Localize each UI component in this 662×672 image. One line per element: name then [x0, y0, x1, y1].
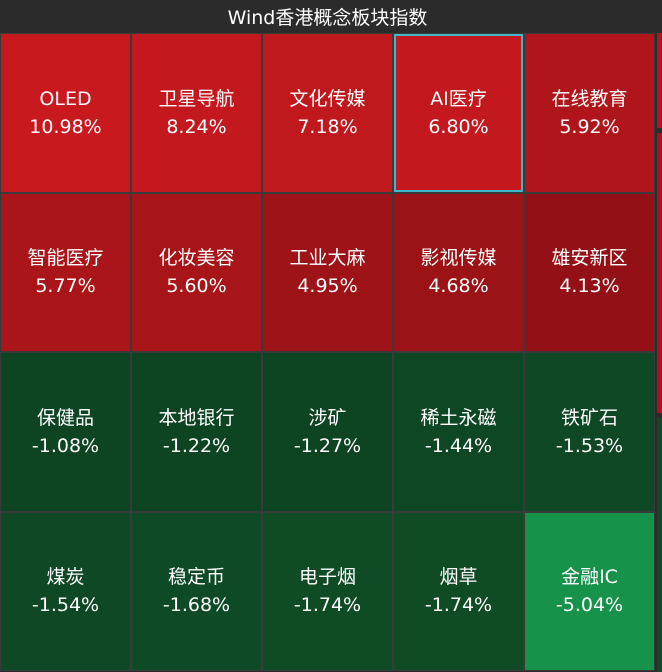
sector-name: AI医疗 — [430, 87, 487, 110]
sector-name: 化妆美容 — [158, 247, 235, 270]
sector-change: -1.44% — [424, 434, 493, 457]
sector-tile[interactable]: 工业大麻 4.95% — [263, 193, 392, 351]
sector-change: 4.13% — [559, 275, 620, 298]
sector-name: 工业大麻 — [289, 247, 366, 270]
sector-name: OLED — [39, 87, 92, 110]
sector-change: -1.53% — [555, 434, 624, 457]
sector-change: -1.74% — [293, 594, 362, 617]
panel-title: Wind香港概念板块指数 — [0, 0, 655, 33]
sector-tile[interactable]: 智能医疗 5.77% — [1, 193, 130, 351]
sector-name: 金融IC — [561, 566, 618, 589]
sector-name: 影视传媒 — [420, 247, 497, 270]
sector-tile[interactable]: 铁矿石 -1.53% — [525, 353, 654, 511]
sector-change: -1.68% — [162, 594, 231, 617]
sector-change: -1.27% — [293, 434, 362, 457]
sector-tile[interactable]: 卫星导航 8.24% — [132, 34, 261, 192]
sector-change: 6.80% — [428, 115, 489, 138]
sector-name: 烟草 — [439, 566, 478, 589]
sector-name: 电子烟 — [298, 566, 356, 589]
sector-change: 7.18% — [297, 115, 358, 138]
sector-change: -1.22% — [162, 434, 231, 457]
sector-change: 4.68% — [428, 275, 489, 298]
sector-name: 煤炭 — [46, 566, 85, 589]
sector-tile[interactable]: 在线教育 5.92% — [525, 34, 654, 192]
sector-name: 智能医疗 — [27, 247, 104, 270]
sector-name: 稀土永磁 — [420, 406, 497, 429]
sector-tile[interactable]: AI医疗 6.80% — [394, 34, 523, 192]
sector-tile[interactable]: 稳定币 -1.68% — [132, 512, 261, 670]
sector-name: 稳定币 — [167, 566, 225, 589]
sector-tile[interactable]: 烟草 -1.74% — [394, 512, 523, 670]
sector-tile[interactable]: 文化传媒 7.18% — [263, 34, 392, 192]
sector-tile[interactable]: 煤炭 -1.54% — [1, 512, 130, 670]
sector-change: 8.24% — [166, 115, 227, 138]
sector-tile[interactable]: OLED 10.98% — [1, 34, 130, 192]
sector-tile[interactable]: 电子烟 -1.74% — [263, 512, 392, 670]
sector-tile[interactable]: 保健品 -1.08% — [1, 353, 130, 511]
sector-tile[interactable]: 影视传媒 4.68% — [394, 193, 523, 351]
sector-tile[interactable]: 化妆美容 5.60% — [132, 193, 261, 351]
sector-change: 10.98% — [29, 115, 102, 138]
sector-tile[interactable]: 金融IC -5.04% — [525, 512, 654, 670]
sector-change: -1.08% — [31, 434, 100, 457]
sector-change: 5.60% — [166, 275, 227, 298]
sector-change: 5.92% — [559, 115, 620, 138]
sector-name: 保健品 — [36, 406, 94, 429]
sector-tile[interactable]: 雄安新区 4.13% — [525, 193, 654, 351]
sector-change: 4.95% — [297, 275, 358, 298]
sector-name: 雄安新区 — [551, 247, 628, 270]
sector-tile[interactable]: 稀土永磁 -1.44% — [394, 353, 523, 511]
sector-tile[interactable]: 本地银行 -1.22% — [132, 353, 261, 511]
sector-name: 在线教育 — [551, 87, 628, 110]
tile-grid: OLED 10.98% 卫星导航 8.24% 文化传媒 7.18% AI医疗 6.80% 在线教… — [0, 33, 655, 671]
sector-change: -1.74% — [424, 594, 493, 617]
sector-change: 5.77% — [35, 275, 96, 298]
sector-name: 本地银行 — [158, 406, 235, 429]
sector-change: -1.54% — [31, 594, 100, 617]
sector-name: 铁矿石 — [560, 406, 618, 429]
sector-name: 卫星导航 — [158, 87, 235, 110]
sector-change: -5.04% — [555, 594, 624, 617]
sector-name: 文化传媒 — [289, 87, 366, 110]
sector-tile[interactable]: 涉矿 -1.27% — [263, 353, 392, 511]
sector-name: 涉矿 — [308, 406, 347, 429]
adjacent-panel-edge — [657, 33, 662, 672]
